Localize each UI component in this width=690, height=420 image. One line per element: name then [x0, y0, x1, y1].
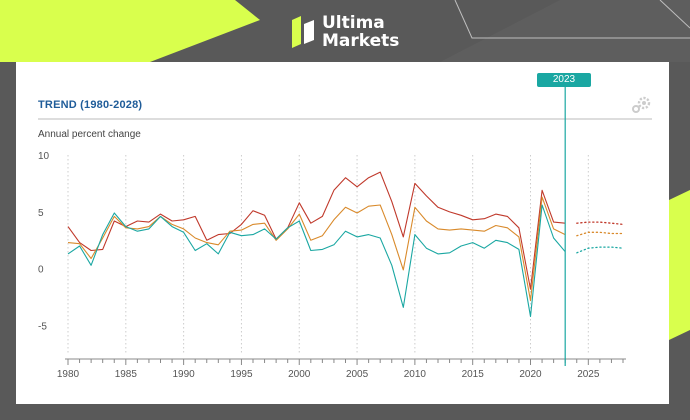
series-forecast-2	[576, 246, 624, 254]
series-line-1	[67, 196, 566, 302]
accent-band-left	[0, 0, 260, 62]
x-tick-label-1990: 1990	[173, 369, 196, 380]
logo-icon	[292, 16, 314, 48]
decor-line	[454, 0, 690, 39]
chart-title: TREND (1980-2028)	[38, 99, 143, 111]
series-line-2	[67, 204, 566, 318]
line-chart: 10 5 0 -5 1980 1985 1990 1995 2000 2005 2010 2015 20…	[38, 84, 652, 380]
brand-logo: Ultima Markets	[292, 14, 399, 50]
x-tick-label-1995: 1995	[230, 369, 253, 380]
brand-name-line1: Ultima	[322, 13, 385, 33]
series-line-0	[67, 171, 566, 290]
x-tick-label-2025: 2025	[577, 369, 600, 380]
brand-name-line2: Markets	[322, 31, 400, 51]
chart-card: TREND (1980-2028) Annual percent change …	[16, 62, 669, 404]
accent-band-bottom-right	[669, 190, 690, 340]
y-tick-label-10: 10	[38, 151, 50, 162]
series-forecast-0	[576, 221, 624, 226]
x-tick-label-2020: 2020	[519, 369, 542, 380]
x-tick-label-1985: 1985	[115, 369, 138, 380]
x-tick-label-2015: 2015	[462, 369, 485, 380]
y-tick-label-0: 0	[38, 265, 44, 276]
y-tick-label-5: 5	[38, 208, 44, 219]
year-highlight-badge[interactable]: 2023	[537, 73, 591, 87]
decor-line-2	[659, 0, 690, 29]
y-axis-label: Annual percent change	[38, 129, 141, 140]
x-tick-label-2000: 2000	[288, 369, 311, 380]
x-tick-label-1980: 1980	[57, 369, 80, 380]
y-tick-label--5: -5	[38, 322, 47, 333]
x-tick-label-2005: 2005	[346, 369, 369, 380]
accent-band-top-right	[440, 0, 690, 62]
x-tick-label-2010: 2010	[404, 369, 427, 380]
series-forecast-1	[576, 231, 624, 237]
settings-gear-icon[interactable]	[632, 96, 652, 114]
